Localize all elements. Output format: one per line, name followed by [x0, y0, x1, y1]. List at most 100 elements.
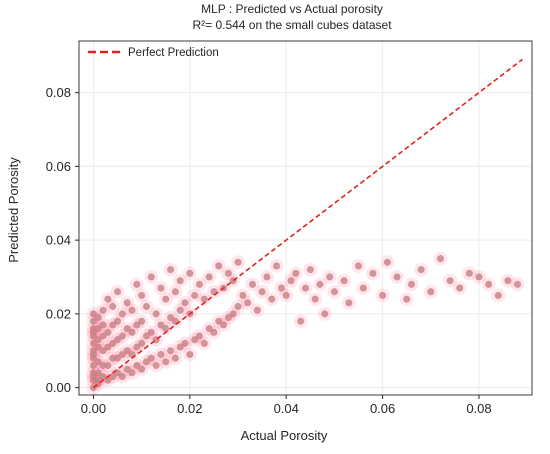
data-point: [94, 343, 102, 351]
data-point: [133, 280, 141, 288]
data-point: [494, 291, 502, 300]
data-point: [354, 262, 363, 270]
data-point: [142, 358, 151, 366]
data-point: [215, 262, 223, 270]
data-point: [417, 266, 425, 274]
data-point: [109, 302, 117, 311]
x-tick-label: 0.04: [274, 401, 299, 416]
data-point: [162, 325, 170, 333]
data-point: [171, 354, 179, 362]
data-point: [181, 339, 189, 347]
data-point: [277, 284, 286, 292]
data-point: [138, 317, 146, 325]
data-point: [263, 273, 271, 281]
data-point: [359, 284, 367, 292]
data-point: [219, 321, 228, 329]
data-point: [297, 317, 305, 325]
data-point: [133, 361, 141, 370]
x-tick-label: 0.02: [177, 401, 202, 416]
data-point: [109, 321, 117, 329]
data-point: [94, 336, 102, 344]
data-point: [258, 288, 266, 296]
data-point: [244, 299, 252, 307]
data-point: [224, 313, 232, 322]
data-point: [171, 288, 179, 296]
data-point: [181, 299, 189, 307]
data-point: [104, 295, 112, 303]
data-point: [465, 269, 473, 277]
x-axis-label: Actual Porosity: [241, 428, 328, 443]
data-point: [234, 302, 242, 311]
data-point: [89, 328, 98, 336]
y-tick-label: 0.04: [46, 233, 71, 248]
data-point: [166, 347, 175, 355]
data-point: [485, 280, 493, 288]
data-point: [205, 273, 213, 281]
data-point: [113, 336, 122, 344]
data-point: [383, 258, 392, 266]
data-point: [248, 280, 257, 288]
data-point: [113, 288, 122, 296]
data-point: [205, 325, 213, 333]
data-point: [157, 284, 165, 292]
data-point: [340, 277, 348, 285]
data-point: [176, 277, 184, 285]
data-point: [157, 321, 165, 329]
data-point: [113, 354, 122, 362]
x-tick-label: 0.08: [466, 401, 491, 416]
data-point: [513, 280, 522, 288]
data-point: [239, 291, 247, 300]
data-point: [316, 280, 324, 288]
data-point: [128, 328, 136, 336]
y-tick-label: 0.06: [46, 159, 71, 174]
x-tick-label: 0.00: [81, 401, 106, 416]
data-point: [89, 310, 98, 318]
y-tick-label: 0.00: [46, 380, 71, 395]
data-point: [166, 313, 175, 322]
data-point: [147, 273, 155, 281]
data-point: [138, 339, 146, 347]
data-point: [325, 273, 334, 281]
data-point: [369, 269, 377, 277]
data-point: [379, 291, 387, 300]
data-point: [403, 295, 411, 303]
data-point: [311, 295, 319, 303]
data-point: [104, 343, 112, 351]
data-point: [147, 354, 155, 362]
data-point: [138, 291, 146, 300]
chart-subtitle: R²= 0.544 on the small cubes dataset: [192, 18, 392, 32]
data-point: [133, 321, 141, 329]
plot-frame: [78, 40, 533, 396]
data-point: [186, 350, 194, 359]
data-point: [128, 306, 136, 314]
data-point: [427, 288, 435, 296]
data-point: [123, 347, 131, 355]
data-point: [407, 280, 416, 288]
data-point: [195, 280, 204, 288]
data-point: [109, 372, 117, 381]
data-point: [99, 321, 107, 329]
data-point: [272, 262, 281, 270]
data-point: [191, 336, 199, 344]
plot-area: 0.00 0.02 0.04 0.06 0.08 0.00 0.02 0.04 0.06 0.08…: [46, 40, 533, 416]
perfect-prediction-line: [92, 58, 523, 389]
chart-title: MLP : Predicted vs Actual porosity: [201, 2, 383, 16]
data-point: [234, 258, 242, 266]
data-point: [268, 295, 276, 303]
data-point: [166, 266, 175, 274]
data-point: [321, 310, 329, 318]
data-point: [123, 299, 131, 307]
plot-background: [79, 41, 532, 395]
data-point: [345, 299, 353, 307]
data-point: [162, 295, 170, 303]
data-point: [210, 328, 218, 336]
data-point: [89, 372, 98, 381]
data-point: [330, 288, 339, 296]
data-point: [162, 358, 170, 366]
data-point: [89, 350, 98, 359]
data-point: [94, 358, 102, 366]
data-point: [118, 350, 126, 359]
data-point: [195, 332, 204, 340]
